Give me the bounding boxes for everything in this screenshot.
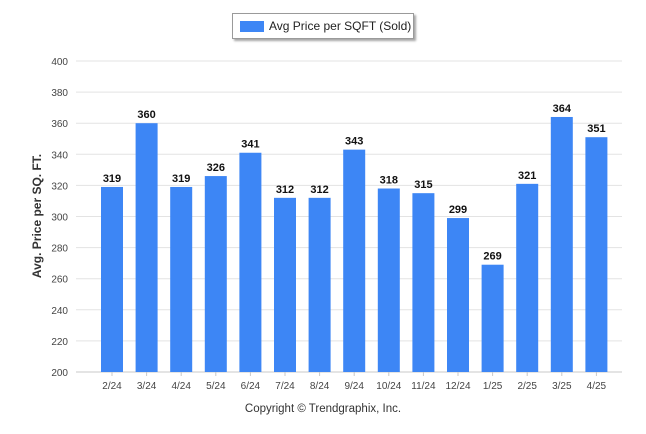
y-tick-labels: 200 220 240 260 280 300 320 340 360 380 400 [51,57,68,379]
x-tick-label: 11/24 [411,381,436,392]
y-tick-label: 280 [51,244,68,255]
data-label: 315 [414,179,432,191]
copyright-text: Copyright © Trendgraphix, Inc. [244,403,402,415]
y-tick-label: 340 [51,150,68,161]
data-label: 312 [310,184,328,196]
bar[interactable] [585,137,608,372]
bar[interactable] [550,116,573,372]
x-tick-label: 5/24 [206,381,226,392]
bar[interactable] [135,123,158,372]
data-label: 319 [103,173,121,185]
y-tick-label: 400 [51,57,68,68]
data-label: 319 [172,173,190,185]
bar[interactable] [274,197,296,372]
x-tick-label: 4/24 [171,381,191,392]
data-label: 351 [587,123,605,135]
data-label: 318 [380,175,398,187]
bar[interactable] [481,264,504,372]
bar[interactable] [101,186,123,372]
data-label: 364 [553,103,572,115]
data-label: 326 [207,162,225,174]
y-tick-label: 260 [51,275,68,286]
x-tick-label: 7/24 [275,381,295,392]
data-label: 321 [518,170,536,182]
x-tick-label: 4/25 [587,381,607,392]
x-tick-labels: 2/24 3/24 4/24 5/24 6/24 7/24 8/24 9/24 10/24 11/… [102,372,607,392]
bar[interactable] [447,218,469,372]
x-tick-label: 9/24 [344,381,364,392]
y-tick-label: 200 [51,368,68,379]
x-tick-label: 2/24 [102,381,122,392]
x-tick-label: 2/25 [517,381,537,392]
data-label: 341 [241,139,259,151]
y-tick-label: 320 [51,181,68,192]
data-label: 360 [137,109,155,121]
bars [101,116,608,372]
y-tick-label: 220 [51,337,68,348]
x-tick-label: 10/24 [376,381,401,392]
y-axis-label: Avg. Price per SQ. FT. [30,154,44,278]
x-tick-label: 3/25 [552,381,572,392]
legend-swatch [240,20,264,32]
legend-label: Avg Price per SQFT (Sold) [269,19,412,33]
bar[interactable] [308,197,331,372]
x-tick-label: 8/24 [310,381,330,392]
data-labels: 319 360 319 326 341 312 312 343 318 315 299 269 321 3… [103,103,606,263]
y-tick-label: 360 [51,119,68,130]
chart-legend[interactable]: Avg Price per SQFT (Sold) [232,13,414,39]
y-tick-label: 380 [51,88,68,99]
x-tick-label: 3/24 [137,381,157,392]
bar[interactable] [239,152,262,372]
x-tick-label: 12/24 [445,381,470,392]
y-tick-label: 240 [51,306,68,317]
bar[interactable] [516,183,539,372]
x-tick-label: 1/25 [483,381,503,392]
bar[interactable] [204,176,227,372]
bar[interactable] [170,186,193,372]
bar[interactable] [377,188,400,372]
data-label: 269 [483,251,501,263]
x-tick-label: 6/24 [241,381,261,392]
bar-chart: 200 220 240 260 280 300 320 340 360 380 400 319 360… [30,57,622,392]
bar[interactable] [343,149,366,372]
bar[interactable] [412,193,435,372]
y-tick-label: 300 [51,213,68,224]
data-label: 312 [276,184,294,196]
data-label: 299 [449,204,467,216]
data-label: 343 [345,136,363,148]
